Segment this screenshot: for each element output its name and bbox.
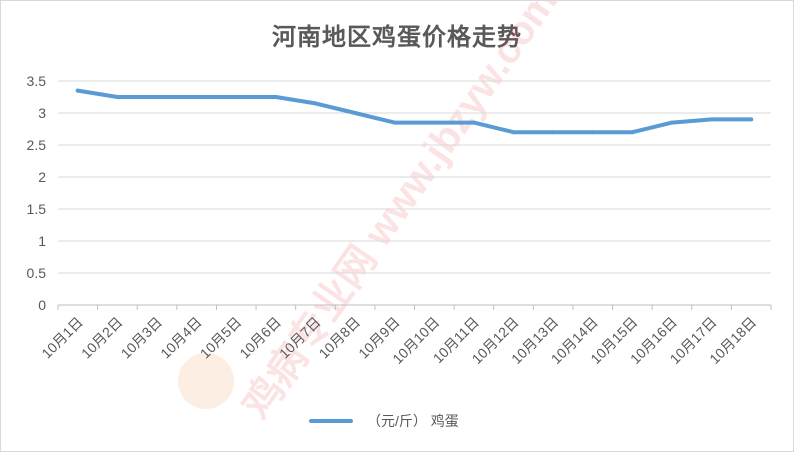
data-point <box>273 95 278 99</box>
series-layer <box>75 88 754 135</box>
data-point <box>590 130 595 135</box>
y-tick-label: 2.5 <box>27 137 47 153</box>
gridlines <box>58 80 771 274</box>
x-tick-label: 10月3日 <box>118 314 166 362</box>
y-tick-label: 0 <box>38 297 46 313</box>
y-axis: 0 0.5 1 1.5 2 2.5 3 3.5 <box>27 73 47 313</box>
x-tick-label: 10月1日 <box>38 314 86 362</box>
data-point <box>392 120 397 125</box>
series-line <box>75 88 754 135</box>
y-tick-label: 3 <box>38 105 46 121</box>
x-tick-label: 10月2日 <box>78 314 126 362</box>
y-tick-label: 0.5 <box>27 265 47 281</box>
y-tick-label: 1 <box>38 233 46 249</box>
data-point <box>630 130 635 135</box>
y-tick-label: 1.5 <box>27 201 47 217</box>
x-axis: 10月1日10月2日10月3日10月4日10月5日10月6日10月7日10月8日… <box>38 304 772 367</box>
data-point <box>432 120 437 125</box>
data-point <box>669 120 674 125</box>
watermark: 鸡病专业网 www.jbzyw.com <box>178 1 566 427</box>
data-point <box>511 130 516 135</box>
y-tick-label: 3.5 <box>27 73 47 89</box>
data-point <box>471 120 476 125</box>
data-point <box>75 88 80 93</box>
data-point <box>115 95 120 99</box>
legend-label: （元/斤） 鸡蛋 <box>367 413 459 429</box>
data-point <box>749 117 754 122</box>
watermark-logo <box>178 353 234 409</box>
legend: （元/斤） 鸡蛋 <box>309 411 459 431</box>
data-point <box>234 95 239 99</box>
y-tick-label: 2 <box>38 169 46 185</box>
data-point <box>353 111 358 115</box>
data-point <box>194 95 199 99</box>
data-point <box>551 130 556 135</box>
data-point <box>313 101 318 106</box>
chart-title: 河南地区鸡蛋价格走势 <box>272 24 522 51</box>
data-point <box>155 95 160 99</box>
data-point <box>709 117 714 122</box>
legend-swatch <box>309 419 353 423</box>
x-tick-label: 10月5日 <box>197 314 245 362</box>
